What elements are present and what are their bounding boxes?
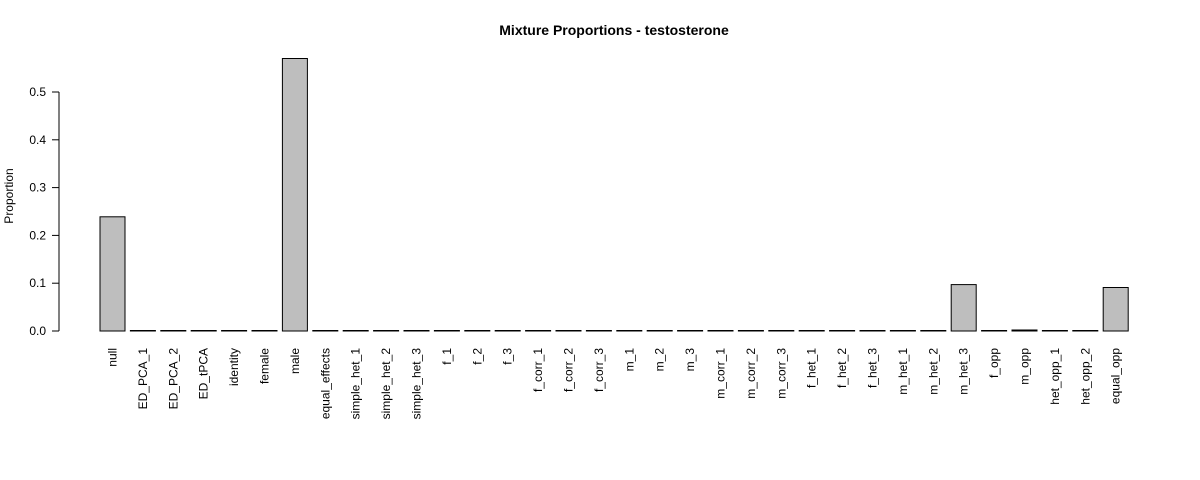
category-labels-group: null ED_PCA_1 ED_PCA_2 ED_tPCA identity femal… — [106, 348, 1123, 420]
bar-m_het_1 — [889, 330, 916, 332]
x-tick-label-ED_PCA_1: ED_PCA_1 — [136, 348, 150, 410]
x-tick-label-f_corr_3: f_corr_3 — [592, 348, 606, 392]
bar-het_opp_1 — [1041, 330, 1068, 332]
bar-female — [251, 330, 278, 332]
y-axis-label: Proportion — [2, 168, 16, 223]
x-tick-label-het_opp_1: het_opp_1 — [1048, 348, 1062, 405]
bar-m_opp — [1011, 329, 1038, 332]
y-tick-label: 0.0 — [29, 324, 46, 338]
bar-ED_PCA_2 — [160, 330, 187, 332]
x-tick-label-f_het_2: f_het_2 — [835, 348, 849, 388]
x-tick-label-het_opp_2: het_opp_2 — [1078, 348, 1092, 405]
bar-simple_het_2 — [373, 330, 400, 332]
bar-f_3 — [494, 330, 521, 332]
x-tick-label-simple_het_2: simple_het_2 — [379, 348, 393, 420]
bar-equal_effects — [312, 330, 339, 332]
x-tick-label-f_2: f_2 — [470, 348, 484, 365]
bar-m_het_2 — [920, 330, 947, 332]
bar-identity — [221, 330, 248, 332]
x-tick-label-f_1: f_1 — [440, 348, 454, 365]
x-tick-label-f_het_1: f_het_1 — [805, 348, 819, 388]
bar-f_1 — [433, 330, 460, 332]
bar-ED_PCA_1 — [129, 330, 156, 332]
bar-male — [281, 58, 308, 332]
bar-m_het_3 — [950, 284, 977, 332]
bar-f_opp — [981, 330, 1008, 332]
bar-m_1 — [616, 330, 643, 332]
chart-title: Mixture Proportions - testosterone — [499, 22, 729, 38]
x-tick-label-male: male — [288, 348, 302, 374]
x-tick-label-f_3: f_3 — [501, 348, 515, 365]
x-tick-label-f_het_3: f_het_3 — [866, 348, 880, 388]
bar-m_corr_2 — [737, 330, 764, 332]
bar-f_het_1 — [798, 330, 825, 332]
x-tick-label-female: female — [258, 348, 272, 384]
bar-f_corr_1 — [525, 330, 552, 332]
bar-simple_het_1 — [342, 330, 369, 332]
x-tick-label-m_2: m_2 — [653, 348, 667, 372]
bar-m_corr_1 — [707, 330, 734, 332]
bar-simple_het_3 — [403, 330, 430, 332]
bar-m_2 — [646, 330, 673, 332]
bar-f_corr_2 — [555, 330, 582, 332]
x-tick-label-equal_opp: equal_opp — [1109, 348, 1123, 404]
bar-m_3 — [677, 330, 704, 332]
bar-ED_tPCA — [190, 330, 217, 332]
bars-group — [99, 58, 1129, 332]
x-tick-label-ED_tPCA: ED_tPCA — [197, 348, 211, 399]
y-tick-label: 0.2 — [29, 228, 46, 242]
bar-m_corr_3 — [768, 330, 795, 332]
x-tick-label-f_opp: f_opp — [987, 348, 1001, 378]
bar-f_het_3 — [859, 330, 886, 332]
x-tick-label-m_3: m_3 — [683, 348, 697, 372]
bar-equal_opp — [1102, 287, 1129, 332]
y-tick-label: 0.3 — [29, 181, 46, 195]
x-tick-label-simple_het_1: simple_het_1 — [349, 348, 363, 420]
x-tick-label-m_het_1: m_het_1 — [896, 348, 910, 395]
bar-f_corr_3 — [585, 330, 612, 332]
x-tick-label-m_1: m_1 — [622, 348, 636, 372]
x-tick-label-ED_PCA_2: ED_PCA_2 — [166, 348, 180, 410]
x-tick-label-identity: identity — [227, 348, 241, 386]
y-axis: 0.0 0.1 0.2 0.3 0.4 0.5 — [29, 85, 60, 338]
x-tick-label-m_het_2: m_het_2 — [926, 348, 940, 395]
bar-f_2 — [464, 330, 491, 332]
bar-het_opp_2 — [1072, 330, 1099, 332]
x-tick-label-equal_effects: equal_effects — [318, 348, 332, 419]
x-tick-label-m_corr_3: m_corr_3 — [774, 348, 788, 399]
y-tick-label: 0.1 — [29, 276, 46, 290]
x-tick-label-m_opp: m_opp — [1018, 348, 1032, 385]
x-tick-label-f_corr_2: f_corr_2 — [562, 348, 576, 392]
x-tick-label-simple_het_3: simple_het_3 — [410, 348, 424, 420]
y-tick-label: 0.5 — [29, 85, 46, 99]
y-tick-label: 0.4 — [29, 133, 46, 147]
x-tick-label-m_corr_1: m_corr_1 — [714, 348, 728, 399]
x-tick-label-m_corr_2: m_corr_2 — [744, 348, 758, 399]
bar-f_het_2 — [829, 330, 856, 332]
x-tick-label-f_corr_1: f_corr_1 — [531, 348, 545, 392]
x-tick-label-m_het_3: m_het_3 — [957, 348, 971, 395]
bar-null — [99, 216, 126, 332]
x-tick-label-null: null — [106, 348, 120, 367]
